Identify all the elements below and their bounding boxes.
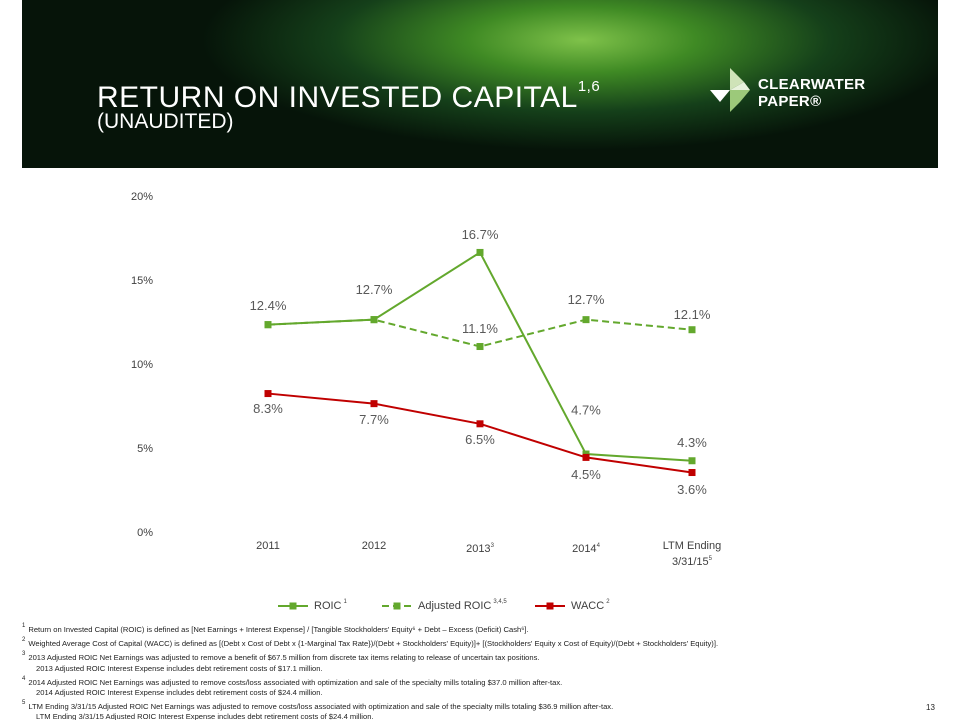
logo: CLEARWATER PAPER® <box>710 68 890 118</box>
subtitle: (UNAUDITED) <box>97 110 234 133</box>
category-note: 4 <box>596 543 600 549</box>
x-tick-label: 20133 <box>440 540 520 556</box>
footnote-text: 2014 Adjusted ROIC Net Earnings was adju… <box>28 677 563 687</box>
y-tick-label: 15% <box>131 275 153 287</box>
point-marker <box>264 321 272 329</box>
footnote: 2 Weighted Average Cost of Capital (WACC)… <box>22 635 718 649</box>
footnote-mark: 4 <box>22 675 26 682</box>
y-tick-label: 5% <box>137 443 153 455</box>
point-marker <box>688 326 696 334</box>
logo-line1: CLEARWATER <box>758 76 866 93</box>
footnote: 1 Return on Invested Capital (ROIC) is de… <box>22 621 718 635</box>
footnotes: 1 Return on Invested Capital (ROIC) is de… <box>22 621 718 720</box>
x-tick-label: 2011 <box>228 540 308 553</box>
data-label: 4.7% <box>571 402 601 417</box>
logo-mark <box>710 68 750 112</box>
footnote-mark: 5 <box>22 700 26 707</box>
footnote: LTM Ending 3/31/15 Adjusted ROIC Interes… <box>22 712 718 720</box>
point-marker <box>476 420 484 428</box>
footnote-text: Weighted Average Cost of Capital (WACC) … <box>28 639 719 649</box>
data-label: 12.4% <box>250 298 287 313</box>
data-label: 11.1% <box>462 321 498 336</box>
footnote-text: 2014 Adjusted ROIC Interest Expense incl… <box>36 688 323 698</box>
y-tick-label: 20% <box>131 191 153 203</box>
legend-name: WACC <box>571 600 604 612</box>
category: LTM Ending 3/31/15 <box>662 540 722 568</box>
header-banner <box>22 0 938 168</box>
category: 2014 <box>572 543 597 555</box>
x-tick-label: 20144 <box>546 540 626 556</box>
footnote: 5 LTM Ending 3/31/15 Adjusted ROIC Net Ea… <box>22 698 718 712</box>
data-label: 12.7% <box>568 292 605 307</box>
footnote: 4 2014 Adjusted ROIC Net Earnings was adj… <box>22 674 718 688</box>
data-label: 12.7% <box>356 282 393 297</box>
legend-note: 2 <box>606 599 610 605</box>
y-tick-label: 10% <box>131 359 153 371</box>
legend-name: ROIC <box>314 600 342 612</box>
data-label: 7.7% <box>359 412 389 427</box>
title-text: RETURN ON INVESTED CAPITAL <box>97 81 578 114</box>
category: 2012 <box>361 540 387 552</box>
legend-marker <box>289 602 297 610</box>
legend-name: Adjusted ROIC <box>418 600 491 612</box>
footnote-text: 2013 Adjusted ROIC Interest Expense incl… <box>36 663 323 673</box>
x-tick-label: 2012 <box>334 540 414 553</box>
point-marker <box>582 453 590 461</box>
series-line <box>267 251 693 462</box>
data-label: 12.1% <box>674 307 711 322</box>
y-tick-label: 0% <box>137 527 153 539</box>
point-marker <box>688 457 696 465</box>
point-marker <box>476 248 484 256</box>
legend-marker <box>546 602 554 610</box>
footnote: 2014 Adjusted ROIC Interest Expense incl… <box>22 688 718 698</box>
data-label: 8.3% <box>253 401 283 416</box>
footnote-mark: 3 <box>22 651 26 658</box>
legend-label: Adjusted ROIC 3,4,5 <box>418 599 507 612</box>
data-label: 6.5% <box>465 432 495 447</box>
page-number: 13 <box>926 703 935 712</box>
footnote: 3 2013 Adjusted ROIC Net Earnings was adj… <box>22 649 718 663</box>
legend-label: WACC 2 <box>571 599 610 612</box>
footnote-text: 2013 Adjusted ROIC Net Earnings was adju… <box>28 653 540 663</box>
point-marker <box>476 343 484 351</box>
data-label: 4.3% <box>677 435 707 450</box>
footnote: 2013 Adjusted ROIC Interest Expense incl… <box>22 664 718 674</box>
point-marker <box>582 316 590 324</box>
footnote-mark: 1 <box>22 623 26 629</box>
point-marker <box>264 390 272 398</box>
legend-marker <box>393 602 401 610</box>
category: 2011 <box>256 540 280 552</box>
footnote-mark: 2 <box>22 637 26 644</box>
data-label: 4.5% <box>571 467 601 482</box>
logo-line2: PAPER® <box>758 93 822 110</box>
title: RETURN ON INVESTED CAPITAL1,6 <box>97 78 600 115</box>
legend-note: 1 <box>344 599 348 605</box>
point-marker <box>688 469 696 477</box>
category: 2013 <box>466 543 491 555</box>
title-note: 1,6 <box>577 78 601 95</box>
data-label: 16.7% <box>462 227 499 242</box>
footnote-text: Return on Invested Capital (ROIC) is def… <box>28 625 529 634</box>
point-marker <box>370 316 378 324</box>
category-note: 5 <box>708 556 713 562</box>
footnote-text: LTM Ending 3/31/15 Adjusted ROIC Interes… <box>36 712 374 720</box>
data-label: 3.6% <box>677 482 707 497</box>
legend-label: ROIC 1 <box>314 599 348 612</box>
category-note: 3 <box>490 543 494 549</box>
legend-note: 3,4,5 <box>493 599 507 605</box>
footnote-text: LTM Ending 3/31/15 Adjusted ROIC Net Ear… <box>28 702 614 712</box>
point-marker <box>370 400 378 408</box>
x-tick-label: LTM Ending 3/31/155 <box>652 540 732 569</box>
